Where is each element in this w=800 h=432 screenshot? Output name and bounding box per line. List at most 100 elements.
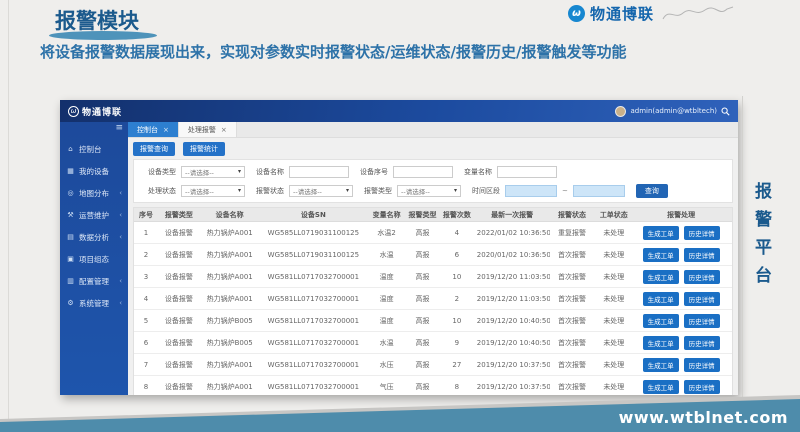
col-header: 报警类型 xyxy=(408,210,437,219)
generate-workorder-button[interactable]: 生成工单 xyxy=(642,247,679,262)
cell-actions: 生成工单 历史详情 xyxy=(633,335,729,350)
cell-alarm-count: 2 xyxy=(454,294,460,303)
search-button[interactable]: 查询 xyxy=(635,183,668,198)
alarm-query-button[interactable]: 报警查询 xyxy=(133,142,175,156)
alarm-status-value: --请选择-- xyxy=(293,187,322,196)
cell-variable-name: 水温 xyxy=(379,338,394,347)
time-range-start-input[interactable] xyxy=(505,184,557,197)
tab[interactable]: 处理报警 × xyxy=(178,122,237,137)
tab-label: 控制台 xyxy=(137,125,158,134)
app-logo: ω 物通博联 xyxy=(68,105,122,118)
sidebar-item[interactable]: ⚙ 系统管理 ‹ xyxy=(60,292,128,314)
company-logo: ω 物通博联 xyxy=(568,3,735,24)
website-url: www.wtblnet.com xyxy=(618,408,788,427)
search-icon[interactable] xyxy=(721,107,730,116)
cell-alarm-category: 设备报警 xyxy=(164,294,193,303)
app-logo-icon: ω xyxy=(68,105,79,117)
cell-index: 7 xyxy=(143,360,149,369)
generate-workorder-button[interactable]: 生成工单 xyxy=(642,335,679,350)
sidebar-item[interactable]: ⌂ 控制台 xyxy=(60,138,128,160)
cell-last-alarm-time: 2019/12/20 11:03:50 xyxy=(476,272,550,281)
user-label[interactable]: admin(admin@wtbltech) xyxy=(630,107,717,115)
history-detail-button[interactable]: 历史详情 xyxy=(683,291,720,306)
cell-last-alarm-time: 2019/12/20 11:03:50 xyxy=(476,294,550,303)
device-name-label: 设备名称 xyxy=(256,167,284,176)
cell-last-alarm-time: 2019/12/20 10:37:50 xyxy=(476,360,550,369)
right-divider-line xyxy=(742,96,743,404)
cell-alarm-count: 9 xyxy=(454,338,460,347)
cell-alarm-category: 设备报警 xyxy=(164,272,193,281)
handle-status-select[interactable]: --请选择-- ▾ xyxy=(181,184,245,197)
cell-workorder-status: 未处理 xyxy=(603,272,625,281)
generate-workorder-button[interactable]: 生成工单 xyxy=(642,225,679,240)
close-icon[interactable]: × xyxy=(163,125,169,134)
variable-name-input[interactable] xyxy=(497,165,557,178)
cell-device-sn: WG585LL0719031100125 xyxy=(267,250,360,259)
col-header: 报警次数 xyxy=(442,210,471,219)
history-detail-button[interactable]: 历史详情 xyxy=(683,225,720,240)
history-detail-button[interactable]: 历史详情 xyxy=(683,335,720,350)
history-detail-button[interactable]: 历史详情 xyxy=(683,247,720,262)
cell-device-name: 热力锅炉A001 xyxy=(206,294,253,303)
history-detail-button[interactable]: 历史详情 xyxy=(683,269,720,284)
caret-down-icon: ▾ xyxy=(237,168,241,175)
generate-workorder-button[interactable]: 生成工单 xyxy=(642,291,679,306)
sidebar-item[interactable]: ▦ 我的设备 xyxy=(60,160,128,182)
generate-workorder-button[interactable]: 生成工单 xyxy=(642,313,679,328)
cell-alarm-status: 重复报警 xyxy=(557,228,586,237)
handle-status-value: --请选择-- xyxy=(185,187,214,196)
alarm-type-select[interactable]: --请选择-- ▾ xyxy=(397,184,461,197)
cell-actions: 生成工单 历史详情 xyxy=(633,225,729,240)
generate-workorder-button[interactable]: 生成工单 xyxy=(642,269,679,284)
cell-variable-name: 温度 xyxy=(379,272,394,281)
cell-alarm-type: 高报 xyxy=(415,382,430,391)
avatar[interactable] xyxy=(615,105,627,117)
sidebar: ≡ ⌂ 控制台 ▦ 我的设备 ◎ xyxy=(60,122,128,395)
chevron-icon: ‹ xyxy=(119,233,122,241)
cell-alarm-count: 10 xyxy=(452,272,462,281)
generate-workorder-button[interactable]: 生成工单 xyxy=(642,379,679,394)
cell-variable-name: 温度 xyxy=(379,294,394,303)
sidebar-item[interactable]: ◎ 地图分布 ‹ xyxy=(60,182,128,204)
sidebar-item[interactable]: ▤ 数据分析 ‹ xyxy=(60,226,128,248)
col-header: 报警状态 xyxy=(557,210,586,219)
cell-actions: 生成工单 历史详情 xyxy=(633,379,729,394)
cell-device-name: 热力锅炉B005 xyxy=(206,316,253,325)
sidebar-item[interactable]: ⚒ 运营维护 ‹ xyxy=(60,204,128,226)
cell-alarm-status: 首次报警 xyxy=(557,294,586,303)
caret-down-icon: ▾ xyxy=(237,187,241,194)
sidebar-item[interactable]: ▣ 项目组态 xyxy=(60,248,128,270)
cell-alarm-status: 首次报警 xyxy=(557,272,586,281)
tab-label: 处理报警 xyxy=(187,125,216,134)
maintenance-icon: ⚒ xyxy=(67,211,74,219)
cell-alarm-type: 高报 xyxy=(415,294,430,303)
cell-alarm-status: 首次报警 xyxy=(557,360,586,369)
generate-workorder-button[interactable]: 生成工单 xyxy=(642,357,679,372)
device-name-input[interactable] xyxy=(289,165,349,178)
cell-index: 6 xyxy=(143,338,149,347)
table-row: 6 设备报警 热力锅炉B005 WG581LL0717032700001 水温 … xyxy=(134,332,732,354)
time-range-end-input[interactable] xyxy=(572,184,625,197)
history-detail-button[interactable]: 历史详情 xyxy=(683,357,720,372)
table-row: 8 设备报警 热力锅炉A001 WG581LL0717032700001 气压 … xyxy=(134,376,732,395)
cell-device-sn: WG581LL0717032700001 xyxy=(267,360,360,369)
history-detail-button[interactable]: 历史详情 xyxy=(683,379,720,394)
device-sn-input[interactable] xyxy=(393,165,453,178)
table-row: 2 设备报警 热力锅炉A001 WG585LL0719031100125 水温 … xyxy=(134,244,732,266)
sidebar-item[interactable]: ▥ 配置管理 ‹ xyxy=(60,270,128,292)
cell-device-name: 热力锅炉B005 xyxy=(206,338,253,347)
filter-row-2: 处理状态 --请选择-- ▾ 报警状态 --请选择-- ▾ 报警类型 --请选择… xyxy=(142,183,724,198)
cell-alarm-status: 首次报警 xyxy=(557,250,586,259)
tab[interactable]: 控制台 × xyxy=(128,122,179,137)
table-row: 1 设备报警 热力锅炉A001 WG585LL0719031100125 水温2… xyxy=(134,222,732,244)
app-content: 控制台 × 处理报警 × 报警查询 报警统计 设备类型 --请选 xyxy=(128,122,738,395)
alarm-status-select[interactable]: --请选择-- ▾ xyxy=(289,184,353,197)
close-icon[interactable]: × xyxy=(220,125,227,134)
cell-last-alarm-time: 2020/01/02 10:36:50 xyxy=(476,250,550,259)
hamburger-icon[interactable]: ≡ xyxy=(115,123,123,133)
cell-workorder-status: 未处理 xyxy=(603,382,625,391)
alarm-stats-button[interactable]: 报警统计 xyxy=(183,142,225,156)
cell-index: 5 xyxy=(143,316,149,325)
device-type-select[interactable]: --请选择-- ▾ xyxy=(181,165,245,178)
history-detail-button[interactable]: 历史详情 xyxy=(683,313,720,328)
